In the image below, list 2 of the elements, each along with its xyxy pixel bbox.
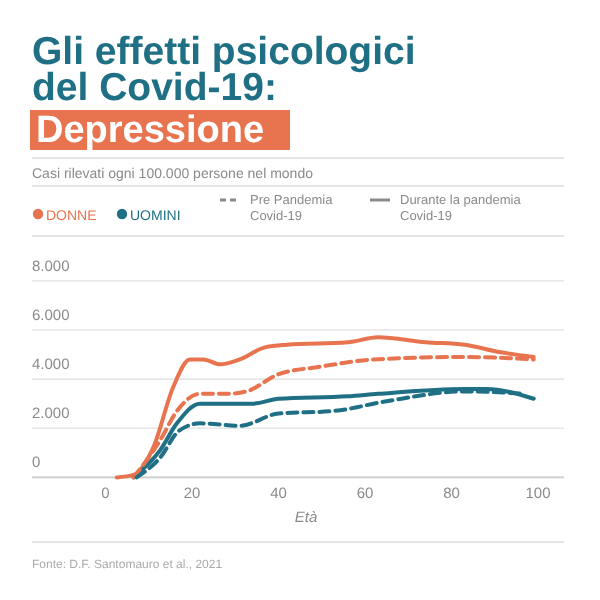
chart-subtitle: Depressione: [36, 110, 265, 152]
chart-title: Gli effetti psicologici del Covid-19:: [32, 30, 416, 110]
